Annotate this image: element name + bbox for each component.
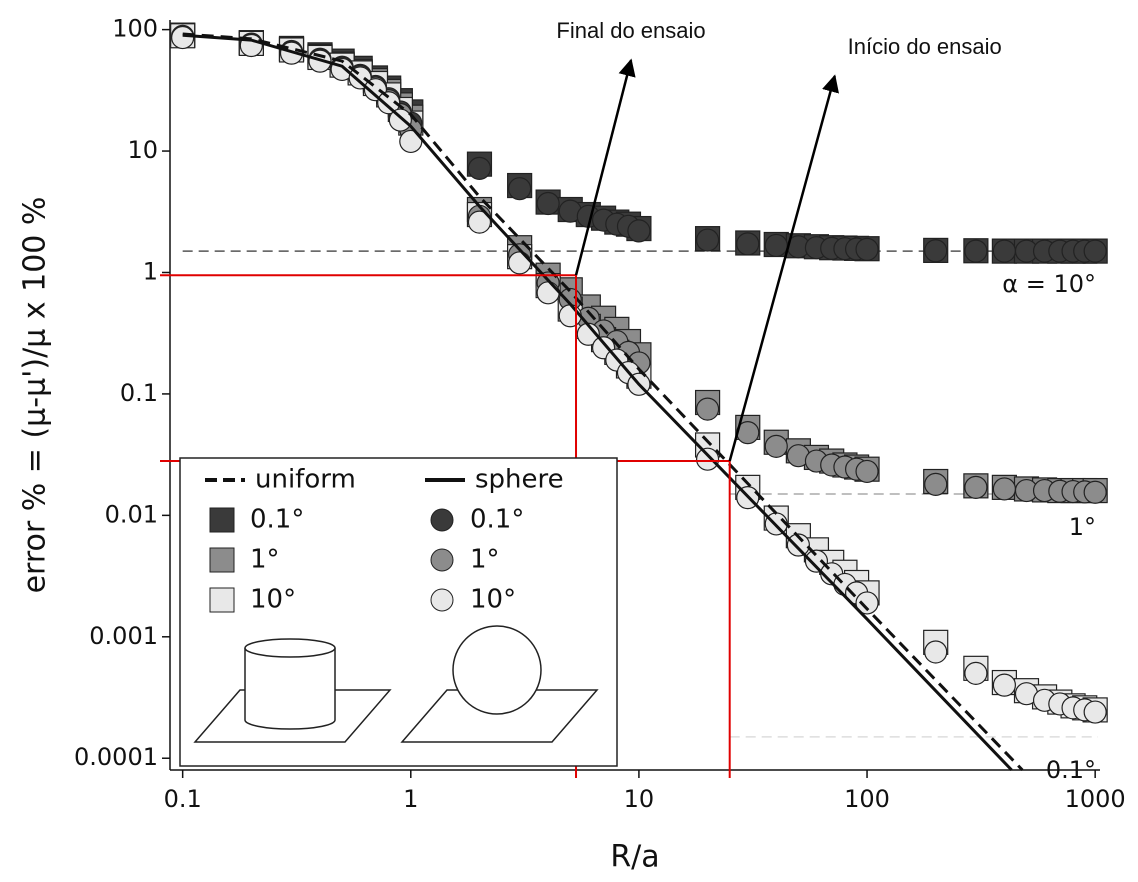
annotation-arrow bbox=[574, 58, 636, 276]
circle-point bbox=[964, 239, 988, 263]
circle-point bbox=[695, 397, 720, 421]
annotation-arrow bbox=[728, 74, 839, 462]
circle-point bbox=[171, 25, 195, 50]
y-tick-label: 0.01 bbox=[105, 500, 158, 528]
reference-label: 0.1° bbox=[1046, 756, 1096, 784]
y-tick-label: 0.0001 bbox=[74, 743, 158, 771]
x-tick-label: 1 bbox=[403, 785, 418, 813]
model-line bbox=[182, 33, 1013, 772]
reference-label: α = 10° bbox=[1002, 270, 1096, 298]
circle-point bbox=[855, 237, 879, 261]
legend-swatch bbox=[209, 587, 235, 613]
legend-swatch bbox=[430, 508, 454, 532]
circle-point bbox=[924, 640, 948, 664]
x-axis-label: R/a bbox=[610, 840, 659, 875]
circle-point bbox=[399, 129, 423, 154]
reference-label: 1° bbox=[1069, 513, 1096, 541]
legend-label: sphere bbox=[475, 465, 564, 495]
circle-point bbox=[992, 239, 1016, 263]
circle-point bbox=[695, 228, 720, 252]
circle-point bbox=[924, 472, 948, 496]
circle-point bbox=[695, 447, 720, 471]
y-tick-label: 1 bbox=[143, 257, 158, 285]
circle-point bbox=[964, 661, 988, 685]
circle-point bbox=[804, 549, 829, 573]
legend-label: 10° bbox=[250, 585, 296, 615]
y-axis-label: error % = (μ-μ')/μ x 100 % bbox=[18, 197, 53, 594]
circle-point bbox=[855, 591, 879, 615]
circle-point bbox=[536, 191, 560, 216]
circle-point bbox=[508, 251, 532, 275]
x-tick-label: 100 bbox=[844, 785, 890, 813]
circle-point bbox=[558, 304, 582, 328]
legend-swatch bbox=[430, 548, 454, 572]
legend-swatch bbox=[209, 507, 235, 533]
legend-label: 1° bbox=[250, 545, 280, 575]
circle-point bbox=[467, 156, 492, 180]
cylinder-illustration bbox=[193, 638, 392, 743]
y-tick-label: 100 bbox=[112, 15, 158, 43]
x-tick-label: 1000 bbox=[1065, 785, 1126, 813]
y-tick-label: 10 bbox=[127, 136, 158, 164]
y-tick-label: 0.001 bbox=[89, 622, 158, 650]
circle-point bbox=[855, 459, 879, 484]
legend-swatch bbox=[430, 588, 454, 612]
circle-point bbox=[377, 91, 401, 115]
sphere-illustration bbox=[400, 625, 599, 743]
circle-point bbox=[786, 533, 810, 557]
circle-point bbox=[736, 232, 760, 256]
x-tick-label: 0.1 bbox=[164, 785, 202, 813]
circle-point bbox=[964, 475, 988, 499]
circle-point bbox=[1083, 480, 1107, 504]
circle-point bbox=[992, 477, 1016, 501]
annotation-label: Final do ensaio bbox=[556, 18, 705, 43]
circle-point bbox=[992, 673, 1016, 697]
x-tick-label: 10 bbox=[624, 785, 655, 813]
circle-point bbox=[1083, 700, 1107, 724]
circle-point bbox=[467, 210, 492, 234]
y-tick-label: 0.1 bbox=[120, 379, 158, 407]
legend-label: 10° bbox=[470, 585, 516, 615]
legend-swatch bbox=[209, 547, 235, 573]
legend-label: 0.1° bbox=[470, 505, 524, 535]
circle-point bbox=[764, 233, 788, 258]
circle-point bbox=[627, 219, 651, 243]
legend-label: 0.1° bbox=[250, 505, 304, 535]
legend-label: uniform bbox=[255, 465, 356, 495]
circle-point bbox=[1083, 239, 1107, 263]
annotation-label: Início do ensaio bbox=[848, 34, 1002, 59]
circle-point bbox=[536, 281, 560, 305]
model-line bbox=[182, 32, 1024, 772]
legend: uniform sphere 0.1° 1° 10° 0.1° 1° 10° bbox=[179, 457, 618, 767]
circle-point bbox=[764, 434, 788, 458]
circle-point bbox=[924, 239, 948, 263]
circle-point bbox=[388, 108, 412, 132]
circle-point bbox=[508, 177, 532, 201]
plot-area: 0.0001 0.001 0.01 0.1 1 10 100 0.1 1 10 100 1000 α =… bbox=[74, 15, 1126, 813]
legend-label: 1° bbox=[470, 545, 500, 575]
